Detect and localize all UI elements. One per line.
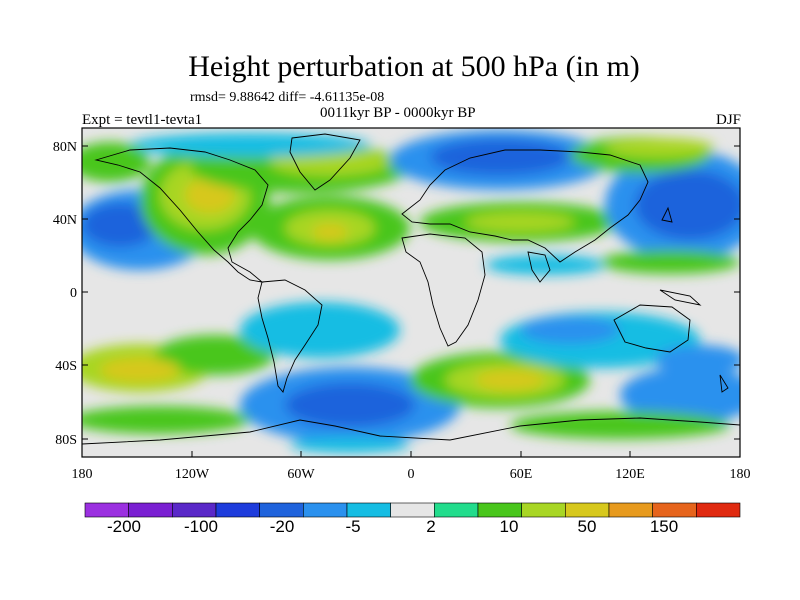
coastlines [82, 133, 740, 445]
lon-label: 180 [72, 467, 93, 482]
colorbar-swatch [565, 502, 610, 518]
lon-label: 60E [510, 467, 533, 482]
colorbar-swatch [477, 502, 522, 518]
colorbar-swatch [259, 502, 304, 518]
colorbar [84, 502, 741, 518]
colorbar-swatch [521, 502, 566, 518]
lat-label: 80S [55, 433, 77, 448]
lat-label: 40N [53, 213, 77, 228]
colorbar-swatch [434, 502, 479, 518]
colorbar-swatch [346, 502, 391, 518]
colorbar-swatch [303, 502, 348, 518]
colorbar-swatch [172, 502, 217, 518]
lat-label: 0 [70, 286, 77, 301]
map-title: Height perturbation at 500 hPa (in m) [188, 50, 640, 83]
colorbar-label: -200 [107, 517, 141, 536]
colorbar-swatch [128, 502, 173, 518]
longitude-labels: 180 120W 60W 0 60E 120E 180 [72, 467, 751, 482]
latitude-labels: 80N 40N 0 40S 80S [53, 140, 77, 448]
colorbar-label: -5 [345, 517, 360, 536]
lon-label: 0 [408, 467, 415, 482]
height-perturbation-field [82, 128, 740, 457]
lon-label: 60W [287, 467, 315, 482]
colorbar-label: 10 [500, 517, 519, 536]
colorbar-label: 150 [650, 517, 678, 536]
period-text: 0011kyr BP - 0000kyr BP [320, 105, 476, 121]
experiment-label: Expt = tevtl1-tevta1 [82, 112, 203, 128]
lon-label: 120W [175, 467, 210, 482]
lat-label: 40S [55, 359, 77, 374]
colorbar-swatch [608, 502, 653, 518]
lon-label: 120E [615, 467, 645, 482]
colorbar-label: -20 [270, 517, 295, 536]
axis-ticks [81, 145, 741, 457]
colorbar-swatch [84, 502, 129, 518]
colorbar-label: -100 [184, 517, 218, 536]
lon-label: 180 [730, 467, 751, 482]
colorbar-label: 2 [426, 517, 435, 536]
stats-text: rmsd= 9.88642 diff= -4.61135e-08 [190, 90, 385, 105]
season-label: DJF [715, 112, 741, 128]
colorbar-swatch [696, 502, 741, 518]
lat-label: 80N [53, 140, 77, 155]
colorbar-swatch [652, 502, 697, 518]
colorbar-label: 50 [578, 517, 597, 536]
colorbar-swatch [390, 502, 435, 518]
colorbar-labels: -200 -100 -20 -5 2 10 50 150 [107, 517, 678, 536]
colorbar-swatch [215, 502, 260, 518]
